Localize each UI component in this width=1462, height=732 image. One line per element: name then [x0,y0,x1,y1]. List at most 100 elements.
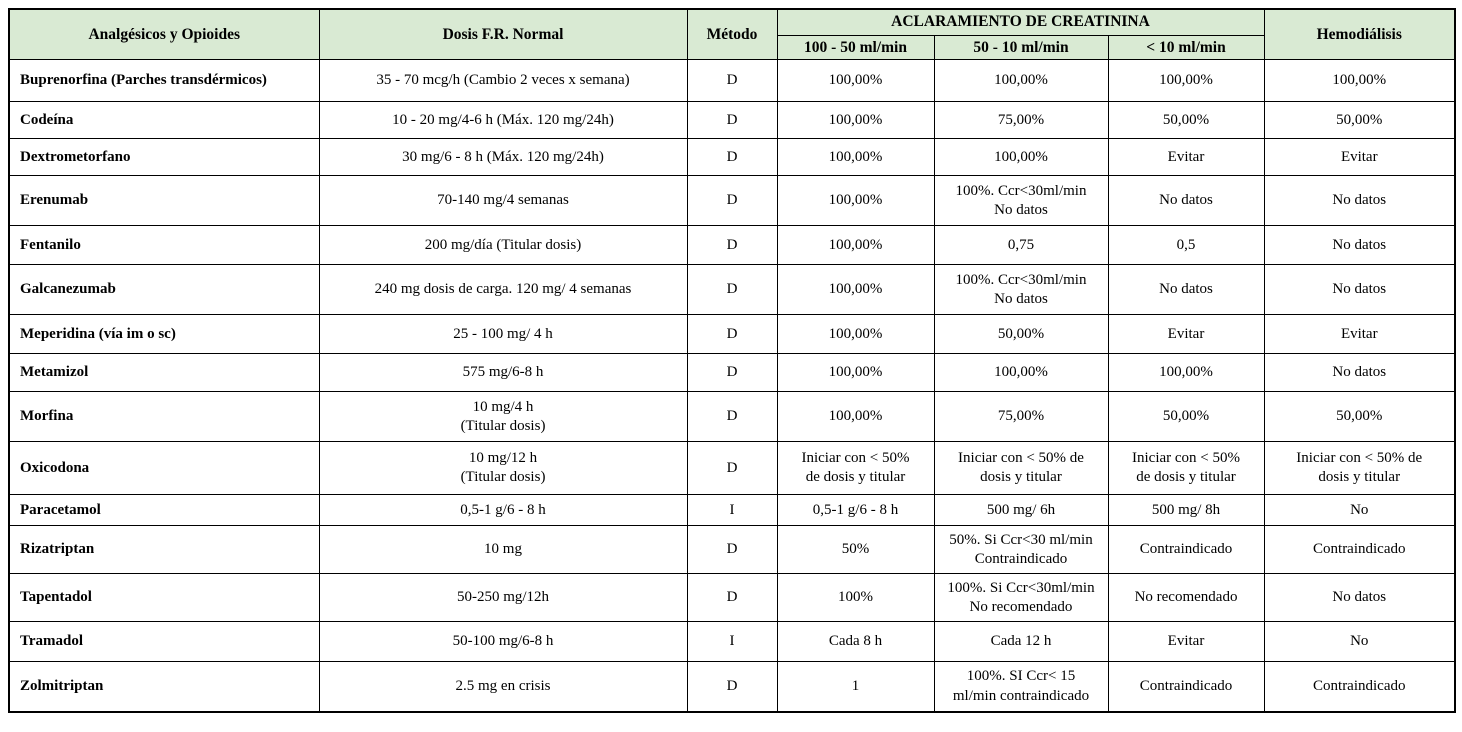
table-row: Galcanezumab 240 mg dosis de carga. 120 … [8,264,1456,316]
header-cr-lt-10: < 10 ml/min [1107,34,1265,61]
table-row: Codeína 10 - 20 mg/4-6 h (Máx. 120 mg/24… [8,101,1456,140]
cell-drug: Dextrometorfano [8,138,320,177]
cell-cr-100-50: 100,00% [776,264,935,316]
cell-dose: 50-100 mg/6-8 h [318,621,688,663]
cell-cr-lt-10: Evitar [1107,621,1265,663]
cell-drug: Oxicodona [8,441,320,496]
cell-cr-50-10: 100%. SI Ccr< 15 ml/min contraindicado [933,661,1109,713]
cell-cr-lt-10: 100,00% [1107,353,1265,393]
cell-cr-50-10: 100%. Si Ccr<30ml/min No recomendado [933,573,1109,623]
cell-drug: Meperidina (vía im o sc) [8,314,320,355]
cell-drug: Zolmitriptan [8,661,320,713]
table-body: Buprenorfina (Parches transdérmicos) 35 … [8,59,1456,713]
cell-cr-lt-10: 50,00% [1107,101,1265,140]
cell-cr-50-10: 100%. Ccr<30ml/min No datos [933,175,1109,227]
cell-hemodialysis: 50,00% [1263,391,1456,443]
cell-hemodialysis: No datos [1263,175,1456,227]
cell-cr-100-50: 100,00% [776,391,935,443]
cell-cr-lt-10: Contraindicado [1107,661,1265,713]
cell-dose: 575 mg/6-8 h [318,353,688,393]
cell-cr-lt-10: Contraindicado [1107,525,1265,575]
cell-dose: 10 mg [318,525,688,575]
cell-hemodialysis: No datos [1263,264,1456,316]
cell-method: I [686,494,778,527]
cell-cr-50-10: 100,00% [933,353,1109,393]
cell-drug: Codeína [8,101,320,140]
table-row: Tramadol 50-100 mg/6-8 h I Cada 8 h Cada… [8,621,1456,663]
cell-hemodialysis: No [1263,621,1456,663]
cell-cr-100-50: 50% [776,525,935,575]
cell-drug: Galcanezumab [8,264,320,316]
cell-method: D [686,264,778,316]
cell-hemodialysis: 50,00% [1263,101,1456,140]
cell-cr-50-10: 50,00% [933,314,1109,355]
cell-cr-lt-10: 100,00% [1107,59,1265,103]
cell-dose: 70-140 mg/4 semanas [318,175,688,227]
cell-cr-50-10: 100,00% [933,59,1109,103]
cell-hemodialysis: No datos [1263,573,1456,623]
cell-dose: 240 mg dosis de carga. 120 mg/ 4 semanas [318,264,688,316]
cell-cr-100-50: 100,00% [776,353,935,393]
cell-dose: 200 mg/día (Titular dosis) [318,225,688,266]
cell-cr-50-10: 500 mg/ 6h [933,494,1109,527]
cell-cr-100-50: 1 [776,661,935,713]
cell-cr-100-50: 100,00% [776,101,935,140]
header-cr-50-10: 50 - 10 ml/min [933,34,1109,61]
cell-drug: Tapentadol [8,573,320,623]
cell-hemodialysis: Contraindicado [1263,525,1456,575]
cell-dose: 10 - 20 mg/4-6 h (Máx. 120 mg/24h) [318,101,688,140]
cell-hemodialysis: Contraindicado [1263,661,1456,713]
cell-cr-lt-10: 50,00% [1107,391,1265,443]
cell-method: I [686,621,778,663]
cell-method: D [686,59,778,103]
header-method: Método [686,8,778,61]
table-row: Buprenorfina (Parches transdérmicos) 35 … [8,59,1456,103]
cell-hemodialysis: Evitar [1263,314,1456,355]
cell-cr-50-10: 100,00% [933,138,1109,177]
cell-cr-100-50: 100,00% [776,225,935,266]
analgesics-renal-dosing-table: Analgésicos y Opioides Dosis F.R. Normal… [8,8,1457,713]
cell-dose: 10 mg/4 h (Titular dosis) [318,391,688,443]
cell-cr-100-50: 100,00% [776,138,935,177]
table-row: Zolmitriptan 2.5 mg en crisis D 1 100%. … [8,661,1456,713]
cell-hemodialysis: No datos [1263,353,1456,393]
table-header: Analgésicos y Opioides Dosis F.R. Normal… [8,8,1456,61]
cell-method: D [686,314,778,355]
cell-cr-50-10: 100%. Ccr<30ml/min No datos [933,264,1109,316]
header-cr-100-50: 100 - 50 ml/min [776,34,935,61]
cell-method: D [686,138,778,177]
cell-method: D [686,573,778,623]
cell-hemodialysis: No [1263,494,1456,527]
cell-hemodialysis: 100,00% [1263,59,1456,103]
cell-drug: Morfina [8,391,320,443]
cell-cr-50-10: Iniciar con < 50% de dosis y titular [933,441,1109,496]
cell-dose: 50-250 mg/12h [318,573,688,623]
table-row: Rizatriptan 10 mg D 50% 50%. Si Ccr<30 m… [8,525,1456,575]
cell-method: D [686,101,778,140]
cell-drug: Erenumab [8,175,320,227]
cell-method: D [686,391,778,443]
cell-method: D [686,661,778,713]
table-row: Meperidina (vía im o sc) 25 - 100 mg/ 4 … [8,314,1456,355]
table-row: Tapentadol 50-250 mg/12h D 100% 100%. Si… [8,573,1456,623]
cell-drug: Rizatriptan [8,525,320,575]
cell-cr-100-50: Iniciar con < 50% de dosis y titular [776,441,935,496]
cell-cr-lt-10: No datos [1107,264,1265,316]
cell-drug: Fentanilo [8,225,320,266]
cell-hemodialysis: No datos [1263,225,1456,266]
cell-dose: 10 mg/12 h (Titular dosis) [318,441,688,496]
table-row: Paracetamol 0,5-1 g/6 - 8 h I 0,5-1 g/6 … [8,494,1456,527]
header-creatinine-clearance-group: ACLARAMIENTO DE CREATININA [776,8,1265,36]
table-row: Metamizol 575 mg/6-8 h D 100,00% 100,00%… [8,353,1456,393]
cell-cr-lt-10: No datos [1107,175,1265,227]
cell-method: D [686,353,778,393]
cell-cr-50-10: 50%. Si Ccr<30 ml/min Contraindicado [933,525,1109,575]
cell-cr-lt-10: 0,5 [1107,225,1265,266]
cell-dose: 35 - 70 mcg/h (Cambio 2 veces x semana) [318,59,688,103]
cell-cr-50-10: 0,75 [933,225,1109,266]
cell-method: D [686,225,778,266]
cell-cr-lt-10: Evitar [1107,138,1265,177]
cell-cr-100-50: 100,00% [776,175,935,227]
table-row: Erenumab 70-140 mg/4 semanas D 100,00% 1… [8,175,1456,227]
cell-dose: 30 mg/6 - 8 h (Máx. 120 mg/24h) [318,138,688,177]
